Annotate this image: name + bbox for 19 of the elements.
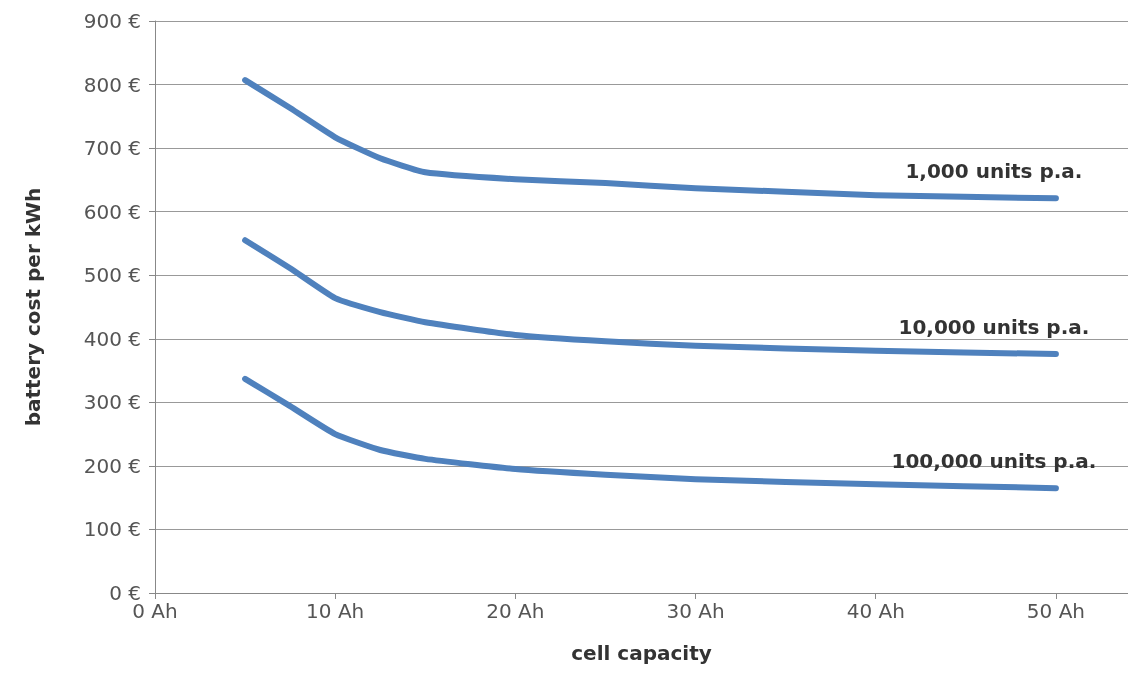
y-tick-label: 300 € [83, 390, 141, 415]
y-tick-label: 400 € [83, 326, 141, 351]
y-tick-label: 700 € [83, 136, 141, 161]
x-tick-label: 40 Ah [846, 599, 905, 623]
y-axis-title: battery cost per kWh [21, 187, 45, 427]
y-tick-label: 600 € [83, 199, 141, 224]
x-tick-label: 20 Ah [486, 599, 545, 623]
y-tick-label: 100 € [83, 517, 141, 542]
series-label: 1,000 units p.a. [905, 159, 1083, 184]
series-label: 10,000 units p.a. [898, 315, 1090, 340]
x-tick-label: 50 Ah [1026, 599, 1086, 623]
series-label: 100,000 units p.a. [891, 449, 1097, 474]
x-tick-label: 30 Ah [666, 599, 725, 623]
x-tick-label: 10 Ah [306, 599, 365, 623]
x-axis-title: cell capacity [571, 641, 712, 665]
y-tick-label: 500 € [83, 263, 141, 288]
y-tick-label: 800 € [83, 72, 141, 97]
y-tick-label: 200 € [83, 453, 141, 478]
y-tick-label: 900 € [83, 9, 141, 33]
